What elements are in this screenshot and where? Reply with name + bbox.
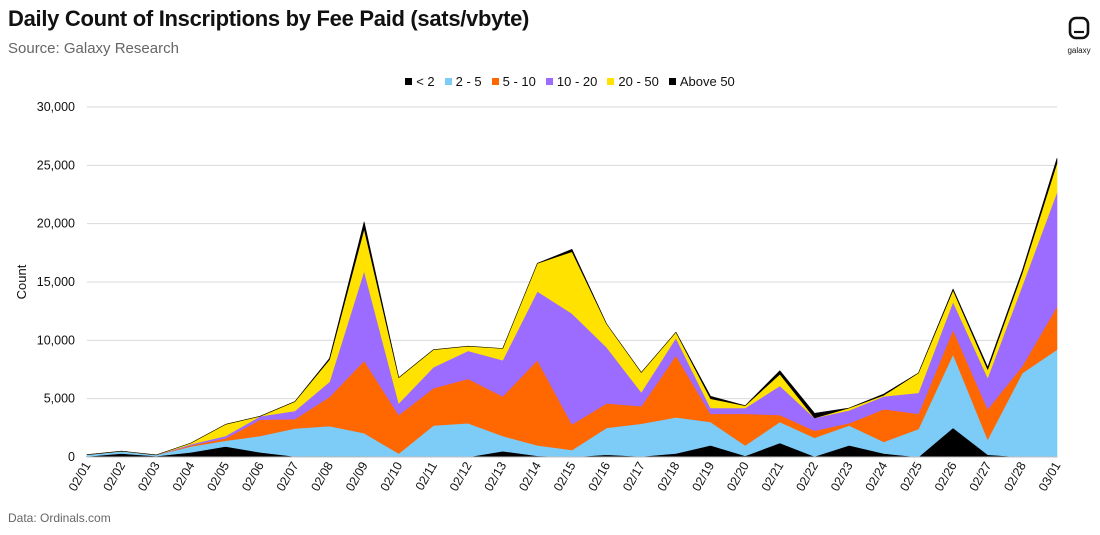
galaxy-logo-text: galaxy <box>1067 46 1091 55</box>
x-tick-label: 02/05 <box>204 459 232 493</box>
x-tick-label: 02/01 <box>66 459 94 493</box>
legend-label: < 2 <box>416 74 435 89</box>
x-tick-label: 02/02 <box>100 459 128 493</box>
x-tick-label: 02/20 <box>724 459 752 493</box>
x-tick-label: 02/24 <box>863 459 891 493</box>
legend-label: Above 50 <box>679 74 735 89</box>
x-tick-label: 02/07 <box>274 459 302 493</box>
x-tick-label: 02/03 <box>135 459 163 493</box>
y-axis-label: Count <box>14 264 29 299</box>
x-tick-label: 02/09 <box>343 459 371 493</box>
legend-item-6: Above 50 <box>668 74 735 89</box>
legend-swatch <box>405 78 413 85</box>
x-tick-label: 02/12 <box>447 459 475 493</box>
x-tick-label: 02/10 <box>378 459 406 493</box>
legend-item-1: < 2 <box>405 74 435 89</box>
chart-subtitle: Source: Galaxy Research <box>8 40 179 57</box>
x-tick-label: 02/17 <box>620 459 648 493</box>
legend-item-4: 10 - 20 <box>545 74 598 89</box>
legend-swatch <box>545 78 553 85</box>
x-tick-label: 02/26 <box>932 459 960 493</box>
legend-swatch <box>607 78 615 85</box>
x-tick-label: 02/18 <box>655 459 683 493</box>
x-tick-label: 02/11 <box>413 459 440 492</box>
y-tick-label: 10,000 <box>37 333 75 347</box>
x-tick-label: 02/08 <box>308 459 336 493</box>
x-tick-label: 03/01 <box>1036 459 1064 493</box>
x-tick-label: 02/21 <box>759 459 787 493</box>
chart-legend: < 2 2 - 5 5 - 10 10 - 20 20 - 50 Above 50 <box>0 74 1100 89</box>
chart-title: Daily Count of Inscriptions by Fee Paid … <box>8 6 530 31</box>
x-tick-label: 02/13 <box>482 459 510 493</box>
data-source-note: Data: Ordinals.com <box>8 511 111 525</box>
legend-item-5: 20 - 50 <box>607 74 659 89</box>
legend-label: 20 - 50 <box>618 74 659 89</box>
y-tick-label: 5,000 <box>44 392 75 406</box>
legend-swatch <box>491 78 499 85</box>
y-tick-label: 30,000 <box>37 100 75 114</box>
area-series-6 <box>86 158 1058 456</box>
y-tick-label: 0 <box>68 450 75 464</box>
legend-label: 10 - 20 <box>556 74 598 89</box>
galaxy-logo-icon <box>1068 16 1090 40</box>
galaxy-logo: galaxy <box>1062 16 1096 55</box>
y-tick-label: 20,000 <box>37 217 75 231</box>
y-tick-label: 15,000 <box>37 275 75 289</box>
x-tick-label: 02/06 <box>239 459 267 493</box>
legend-label: 2 - 5 <box>455 74 482 89</box>
x-tick-label: 02/25 <box>897 459 925 493</box>
y-tick-label: 25,000 <box>37 158 75 172</box>
legend-item-3: 5 - 10 <box>491 74 536 89</box>
legend-label: 5 - 10 <box>502 74 536 89</box>
x-tick-label: 02/28 <box>1001 459 1029 493</box>
x-tick-label: 02/19 <box>689 459 717 493</box>
x-tick-label: 02/14 <box>516 459 544 493</box>
x-tick-label: 02/27 <box>967 459 995 493</box>
x-tick-label: 02/22 <box>793 459 821 493</box>
x-tick-label: 02/04 <box>170 459 198 493</box>
x-tick-label: 02/23 <box>828 459 856 493</box>
x-tick-label: 02/16 <box>585 459 613 493</box>
legend-swatch <box>444 78 452 85</box>
legend-item-2: 2 - 5 <box>444 74 482 89</box>
x-tick-label: 02/15 <box>551 459 579 493</box>
legend-swatch <box>668 78 676 85</box>
